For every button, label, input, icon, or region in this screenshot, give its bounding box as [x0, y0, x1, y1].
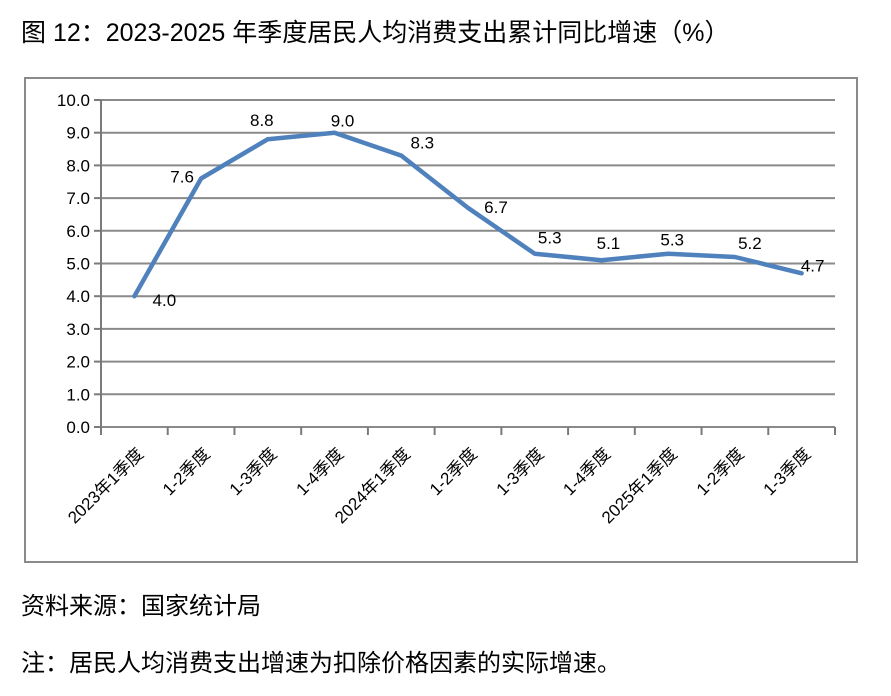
y-tick-label: 9.0	[66, 124, 90, 143]
data-label: 5.3	[538, 229, 562, 248]
y-tick-label: 0.0	[66, 418, 90, 437]
source-note: 资料来源：国家统计局	[21, 593, 261, 620]
data-label: 4.7	[801, 256, 825, 275]
gridlines	[101, 99, 835, 428]
data-label: 5.1	[597, 234, 621, 253]
x-tick-label: 1-4季度	[293, 444, 348, 499]
y-tick-label: 3.0	[66, 320, 90, 339]
x-tick-label: 1-2季度	[426, 444, 481, 499]
y-axis: 0.0 1.0 2.0 3.0 4.0 5.0 6.0 7.0 8.0 9.0 10.0	[57, 91, 102, 437]
chart-area: 0.0 1.0 2.0 3.0 4.0 5.0 6.0 7.0 8.0 9.0 10.0 2023年1…	[24, 77, 858, 563]
data-label: 9.0	[331, 112, 355, 131]
series-line	[132, 130, 804, 299]
data-label: 5.2	[738, 234, 762, 253]
data-label: 7.6	[170, 167, 194, 186]
y-tick-label: 7.0	[66, 189, 90, 208]
y-tick-label: 5.0	[66, 255, 90, 274]
x-tick-label: 1-4季度	[559, 444, 614, 499]
footnote: 注：居民人均消费支出增速为扣除价格因素的实际增速。	[21, 650, 621, 677]
y-tick-label: 10.0	[57, 91, 90, 110]
y-tick-label: 6.0	[66, 222, 90, 241]
y-tick-label: 4.0	[66, 287, 90, 306]
data-label: 6.7	[484, 198, 508, 217]
data-label: 8.3	[410, 134, 434, 153]
y-tick-label: 1.0	[66, 385, 90, 404]
x-axis	[100, 427, 836, 435]
x-tick-label: 1-3季度	[226, 444, 281, 499]
x-tick-label: 2023年1季度	[64, 444, 147, 527]
data-label: 4.0	[153, 291, 177, 310]
y-tick-label: 2.0	[66, 353, 90, 372]
x-tick-label: 1-2季度	[693, 444, 748, 499]
data-label: 8.8	[250, 111, 274, 130]
x-tick-label: 1-3季度	[760, 444, 815, 499]
figure-title: 图 12：2023-2025 年季度居民人均消费支出累计同比增速（%）	[21, 19, 730, 47]
y-tick-label: 8.0	[66, 156, 90, 175]
line-chart: 0.0 1.0 2.0 3.0 4.0 5.0 6.0 7.0 8.0 9.0 10.0 2023年1…	[57, 91, 836, 527]
x-tick-label: 1-2季度	[159, 444, 214, 499]
data-label: 5.3	[660, 231, 684, 250]
x-tick-label: 1-3季度	[493, 444, 548, 499]
data-labels: 4.0 7.6 8.8 9.0 8.3 6.7 5.3 5.1 5.3 5.2 4.7	[153, 111, 825, 310]
